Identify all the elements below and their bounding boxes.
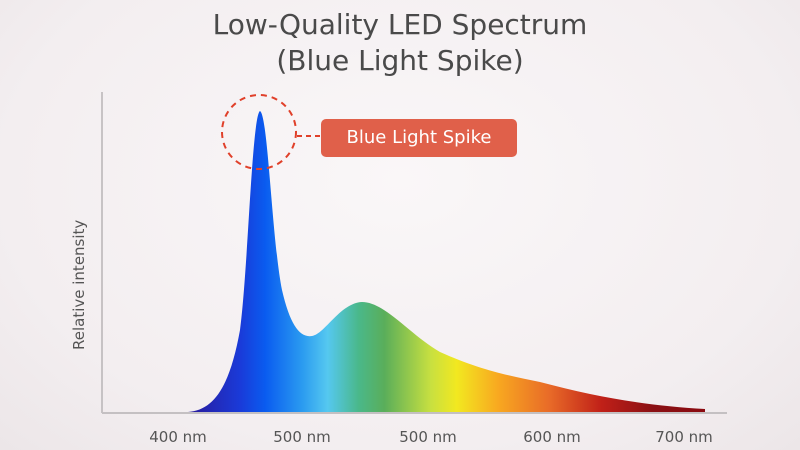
- x-tick-label: 700 nm: [655, 428, 713, 446]
- y-axis-label: Relative intensity: [70, 219, 88, 350]
- blue-light-spike-label: Blue Light Spike: [321, 119, 517, 157]
- spectrum-area: [188, 111, 705, 412]
- chart-title: Low-Quality LED Spectrum: [212, 8, 588, 41]
- x-tick-label: 500 nm: [399, 428, 457, 446]
- highlight-circle: [221, 94, 297, 170]
- x-tick-label: 400 nm: [149, 428, 207, 446]
- x-tick-label: 500 nm: [273, 428, 331, 446]
- x-tick-label: 600 nm: [523, 428, 581, 446]
- chart-subtitle: (Blue Light Spike): [276, 44, 524, 77]
